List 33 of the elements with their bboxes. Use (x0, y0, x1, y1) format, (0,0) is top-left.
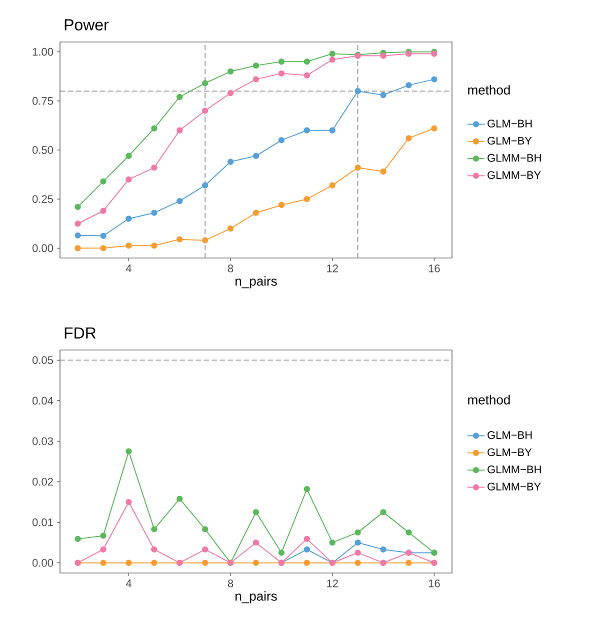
y-tick-label: 0.05 (32, 356, 53, 364)
chart-title: FDR (64, 327, 96, 338)
x-axis-title: n_pairs (236, 276, 277, 288)
x-tick-label: 8 (228, 580, 234, 588)
x-tick-label: 4 (126, 580, 132, 588)
legend-label: GLM−BY (488, 448, 532, 456)
y-tick-label: 0.00 (32, 558, 54, 567)
x-tick-label: 12 (327, 580, 338, 588)
x-tick-label: 8 (228, 264, 234, 272)
y-tick-label: 0.01 (32, 518, 53, 526)
legend-label: GLM−BH (488, 120, 532, 128)
y-tick-label: 0.04 (32, 396, 54, 405)
legend-label: GLM−BY (488, 136, 532, 145)
legend-label: GLM−BH (488, 431, 532, 439)
x-tick-label: 12 (327, 264, 338, 272)
legend-label: GLMM−BY (488, 171, 541, 179)
x-tick-label: 16 (428, 264, 440, 272)
y-tick-label: 1.00 (32, 48, 54, 56)
chart-title: Power (64, 19, 109, 30)
y-tick-label: 0.02 (32, 478, 53, 486)
legend-label: GLMM−BH (488, 154, 541, 162)
x-tick-label: 16 (428, 580, 440, 588)
x-tick-label: 4 (126, 264, 132, 272)
y-tick-label: 0.75 (32, 97, 53, 105)
legend-title: method (468, 394, 510, 404)
y-tick-label: 0.03 (32, 437, 53, 446)
legend-title: method (468, 85, 510, 95)
legend-label: GLMM−BY (488, 482, 541, 490)
y-tick-label: 0.50 (32, 146, 54, 154)
y-tick-label: 0.00 (32, 244, 54, 252)
x-axis-title: n_pairs (236, 591, 277, 604)
legend-label: GLMM−BH (488, 466, 541, 474)
y-tick-label: 0.25 (32, 195, 53, 203)
